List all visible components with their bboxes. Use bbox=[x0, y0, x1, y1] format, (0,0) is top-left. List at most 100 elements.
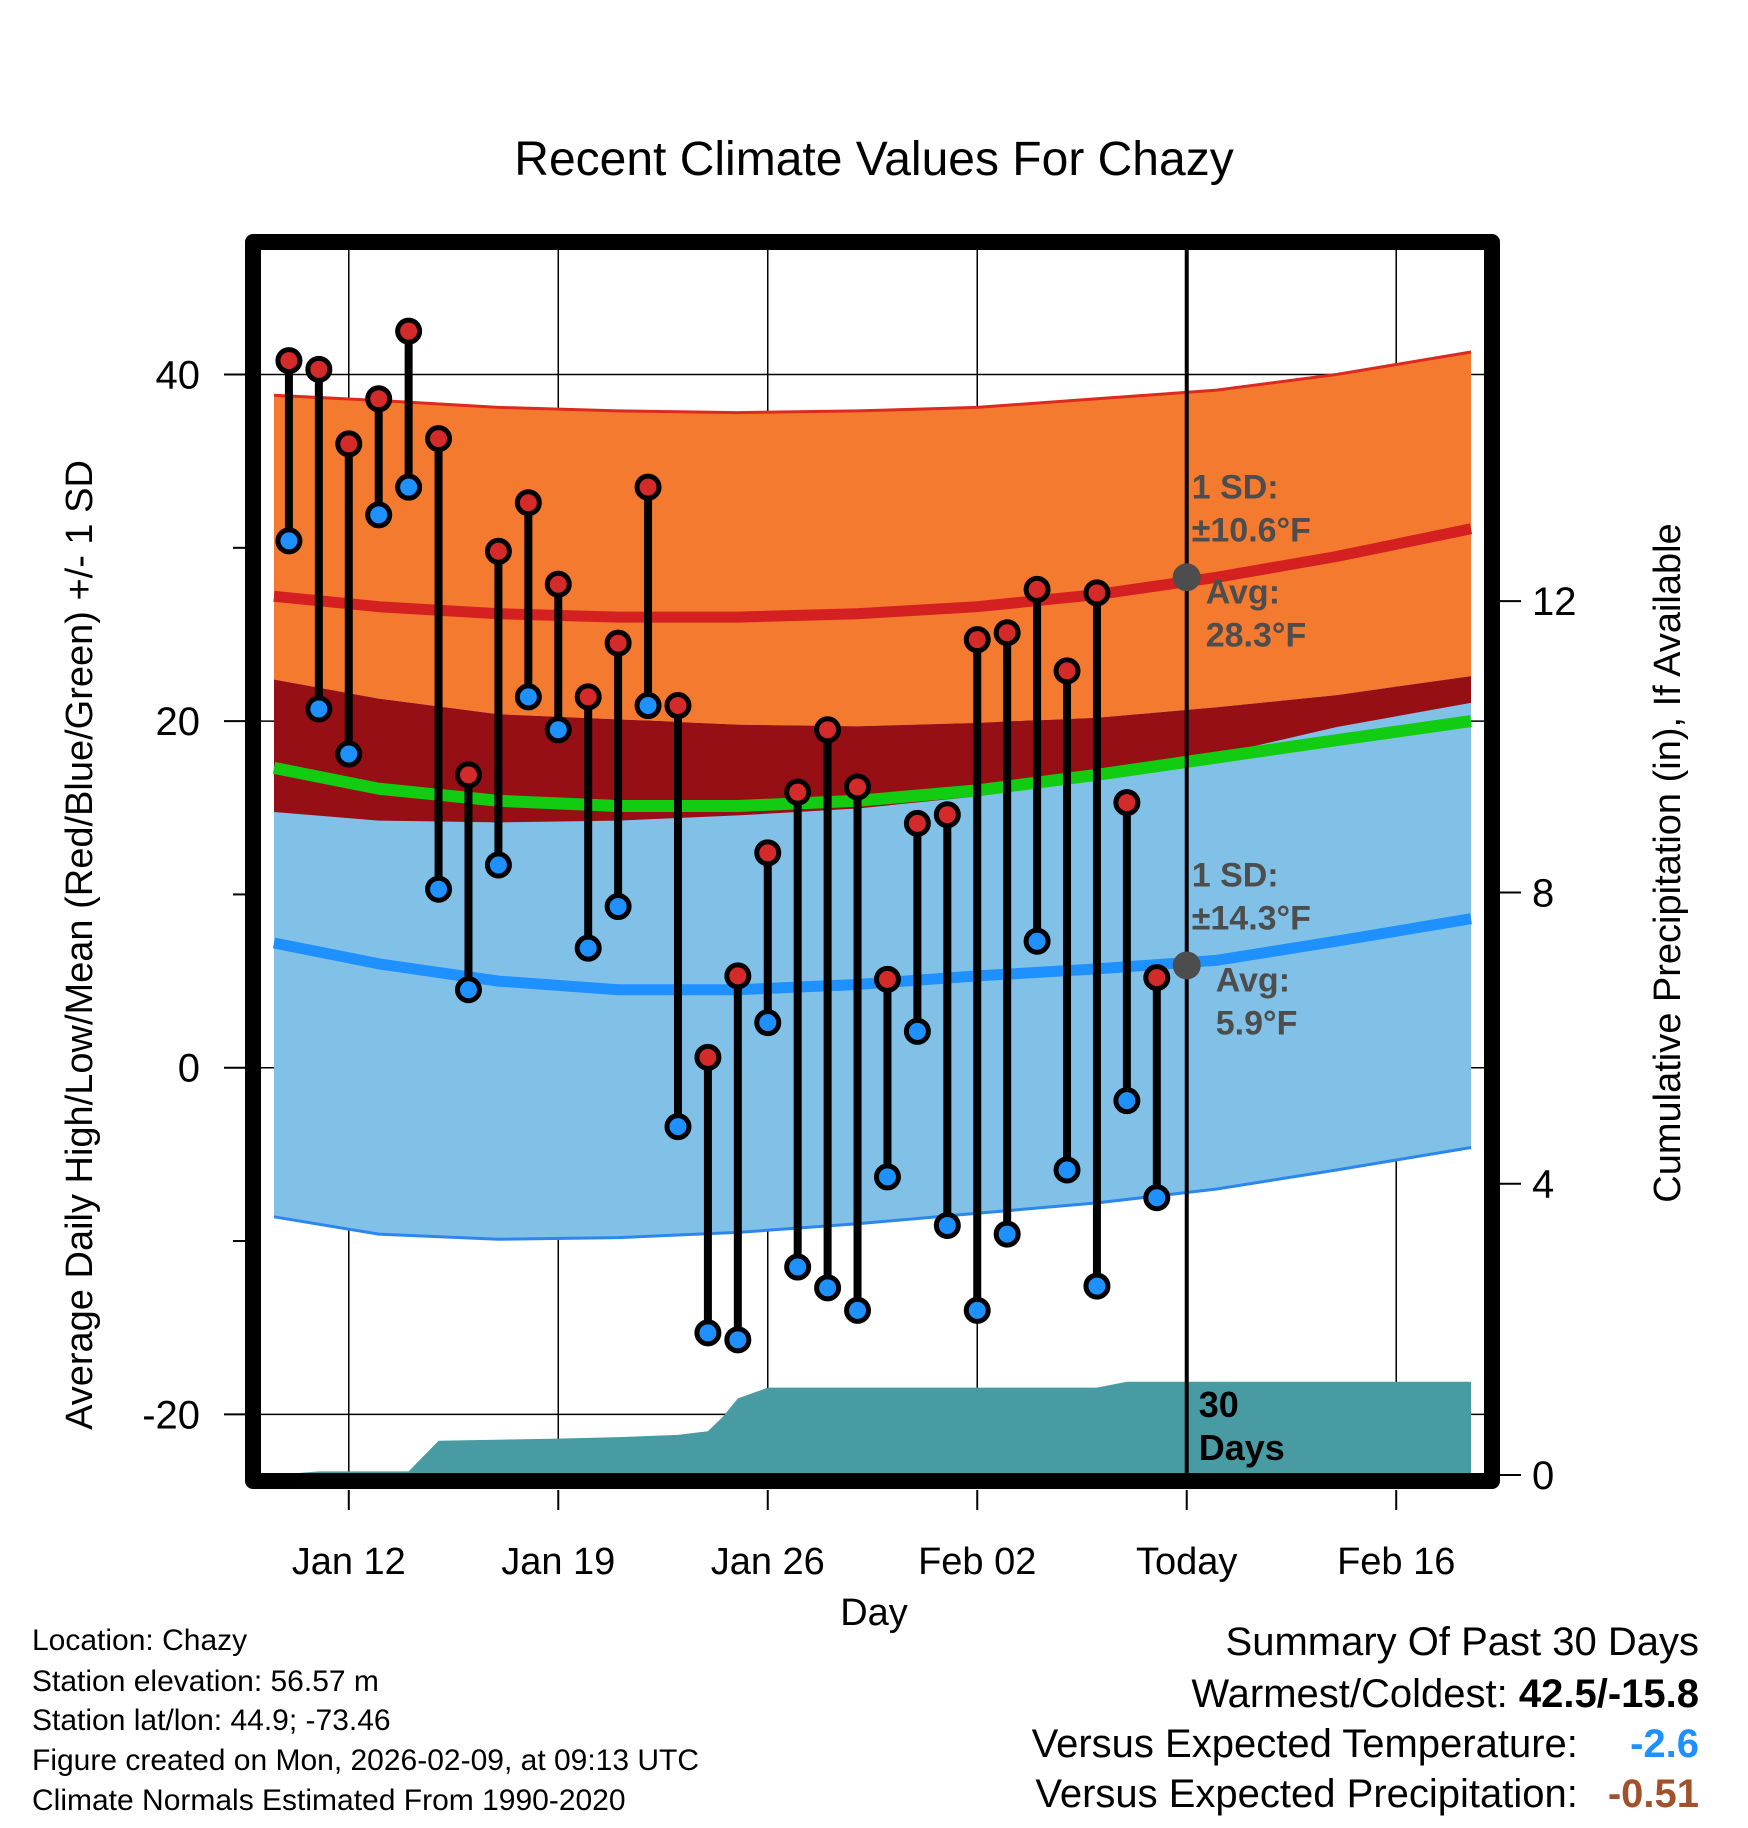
daily-high-point bbox=[1083, 579, 1111, 607]
daily-low-point bbox=[1083, 1272, 1111, 1300]
day-obs bbox=[335, 430, 363, 768]
day-obs bbox=[933, 801, 961, 1239]
daily-low-point bbox=[724, 1326, 752, 1354]
daily-high-point bbox=[514, 489, 542, 517]
daily-low-point bbox=[784, 1253, 812, 1281]
summary-warmest-coldest: Warmest/Coldest: 42.5/-15.8 bbox=[1191, 1672, 1699, 1717]
daily-low-point bbox=[275, 527, 303, 555]
daily-low-point bbox=[514, 683, 542, 711]
day-obs bbox=[1023, 575, 1051, 955]
x-tick-label: Feb 16 bbox=[1337, 1541, 1455, 1583]
daily-low-point bbox=[544, 716, 572, 744]
day-obs bbox=[724, 962, 752, 1354]
summary-temp-departure: Versus Expected Temperature: -2.6 bbox=[1032, 1722, 1699, 1767]
day-obs bbox=[395, 317, 423, 501]
day-obs bbox=[305, 355, 333, 723]
daily-high-point bbox=[933, 801, 961, 829]
daily-high-point bbox=[1053, 657, 1081, 685]
today-high-avg-dot bbox=[1172, 563, 1201, 592]
day-obs bbox=[604, 629, 632, 921]
info-location: Location: Chazy bbox=[32, 1624, 248, 1657]
day-obs bbox=[514, 489, 542, 711]
day-obs bbox=[963, 626, 991, 1324]
daily-high-point bbox=[425, 425, 453, 453]
daily-low-point bbox=[1143, 1184, 1171, 1212]
days-count-label: 30 bbox=[1199, 1384, 1239, 1425]
daily-high-point bbox=[844, 773, 872, 801]
info-normals: Climate Normals Estimated From 1990-2020 bbox=[32, 1784, 626, 1817]
summary-precip-departure: Versus Expected Precipitation: -0.51 bbox=[1035, 1772, 1699, 1817]
high-avg-label: Avg: bbox=[1206, 573, 1280, 611]
daily-high-point bbox=[694, 1043, 722, 1071]
daily-low-point bbox=[484, 851, 512, 879]
daily-high-point bbox=[454, 761, 482, 789]
daily-high-point bbox=[305, 355, 333, 383]
daily-high-point bbox=[634, 473, 662, 501]
daily-high-point bbox=[335, 430, 363, 458]
y-tick-label: 0 bbox=[178, 1047, 200, 1091]
daily-low-point bbox=[425, 875, 453, 903]
daily-high-point bbox=[484, 537, 512, 565]
y-tick-label: 40 bbox=[156, 354, 201, 398]
info-latlon: Station lat/lon: 44.9; -73.46 bbox=[32, 1704, 391, 1737]
plot-border bbox=[245, 234, 1500, 1489]
daily-low-point bbox=[933, 1211, 961, 1239]
y2-tick-label: 0 bbox=[1532, 1454, 1554, 1498]
daily-high-point bbox=[544, 570, 572, 598]
summary-title-text: Summary Of Past 30 Days bbox=[1225, 1620, 1699, 1664]
day-obs bbox=[814, 716, 842, 1302]
day-obs bbox=[1083, 579, 1111, 1300]
y2-tick-label: 4 bbox=[1532, 1163, 1554, 1207]
daily-high-point bbox=[664, 692, 692, 720]
day-obs bbox=[275, 347, 303, 555]
daily-low-point bbox=[395, 473, 423, 501]
daily-high-point bbox=[1113, 789, 1141, 817]
x-tick-label: Jan 19 bbox=[501, 1541, 615, 1583]
precip-departure-label: Versus Expected Precipitation: bbox=[1035, 1772, 1578, 1816]
day-obs bbox=[754, 839, 782, 1037]
day-obs bbox=[454, 761, 482, 1004]
low-avg-value: 5.9°F bbox=[1216, 1004, 1298, 1042]
warm-cold-label: Warmest/Coldest: bbox=[1191, 1672, 1508, 1716]
normal-bands bbox=[272, 350, 1473, 1475]
info-created: Figure created on Mon, 2026-02-09, at 09… bbox=[32, 1744, 700, 1777]
daily-high-point bbox=[754, 839, 782, 867]
info-elevation: Station elevation: 56.57 m bbox=[32, 1665, 379, 1698]
chart-title: Recent Climate Values For Chazy bbox=[514, 133, 1233, 186]
temp-departure-label: Versus Expected Temperature: bbox=[1031, 1722, 1578, 1766]
low-sd-label: 1 SD: bbox=[1192, 856, 1279, 894]
high-upper-edge bbox=[273, 350, 1472, 415]
daily-low-point bbox=[335, 740, 363, 768]
daily-high-point bbox=[395, 317, 423, 345]
y2-tick-label: 8 bbox=[1532, 871, 1554, 915]
daily-temperature-series bbox=[275, 317, 1171, 1354]
daily-high-point bbox=[784, 778, 812, 806]
low-temp-sd-band bbox=[274, 703, 1471, 1240]
daily-high-point bbox=[1143, 964, 1171, 992]
daily-low-point bbox=[844, 1296, 872, 1324]
daily-high-point bbox=[574, 683, 602, 711]
low-avg-label: Avg: bbox=[1216, 961, 1290, 999]
day-obs bbox=[1113, 789, 1141, 1115]
daily-high-point bbox=[1023, 575, 1051, 603]
day-obs bbox=[1143, 964, 1171, 1212]
day-obs bbox=[634, 473, 662, 720]
high-sd-value: ±10.6°F bbox=[1192, 511, 1311, 549]
daily-high-point bbox=[903, 809, 931, 837]
y2-axis-label: Cumulative Precipitation (in), If Availa… bbox=[1647, 523, 1689, 1202]
precip-departure-value: -0.51 bbox=[1607, 1772, 1699, 1816]
day-obs bbox=[784, 778, 812, 1281]
y-axis-label: Average Daily High/Low/Mean (Red/Blue/Gr… bbox=[59, 460, 101, 1430]
x-tick-label: Feb 02 bbox=[918, 1541, 1036, 1583]
today-low-avg-dot bbox=[1172, 951, 1201, 980]
normal-high-line bbox=[273, 523, 1473, 623]
daily-low-point bbox=[694, 1319, 722, 1347]
summary-title: Summary Of Past 30 Days bbox=[1226, 1620, 1699, 1665]
daily-low-point bbox=[873, 1163, 901, 1191]
daily-high-point bbox=[604, 629, 632, 657]
daily-low-point bbox=[754, 1009, 782, 1037]
temp-departure-value: -2.6 bbox=[1630, 1722, 1699, 1766]
day-obs bbox=[903, 809, 931, 1045]
daily-low-point bbox=[634, 692, 662, 720]
